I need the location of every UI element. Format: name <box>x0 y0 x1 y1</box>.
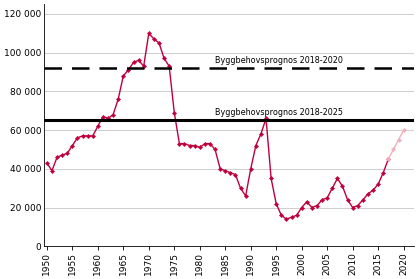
Text: Byggbehovsprognos 2018-2025: Byggbehovsprognos 2018-2025 <box>215 108 343 117</box>
Text: Byggbehovsprognos 2018-2020: Byggbehovsprognos 2018-2020 <box>215 56 343 65</box>
